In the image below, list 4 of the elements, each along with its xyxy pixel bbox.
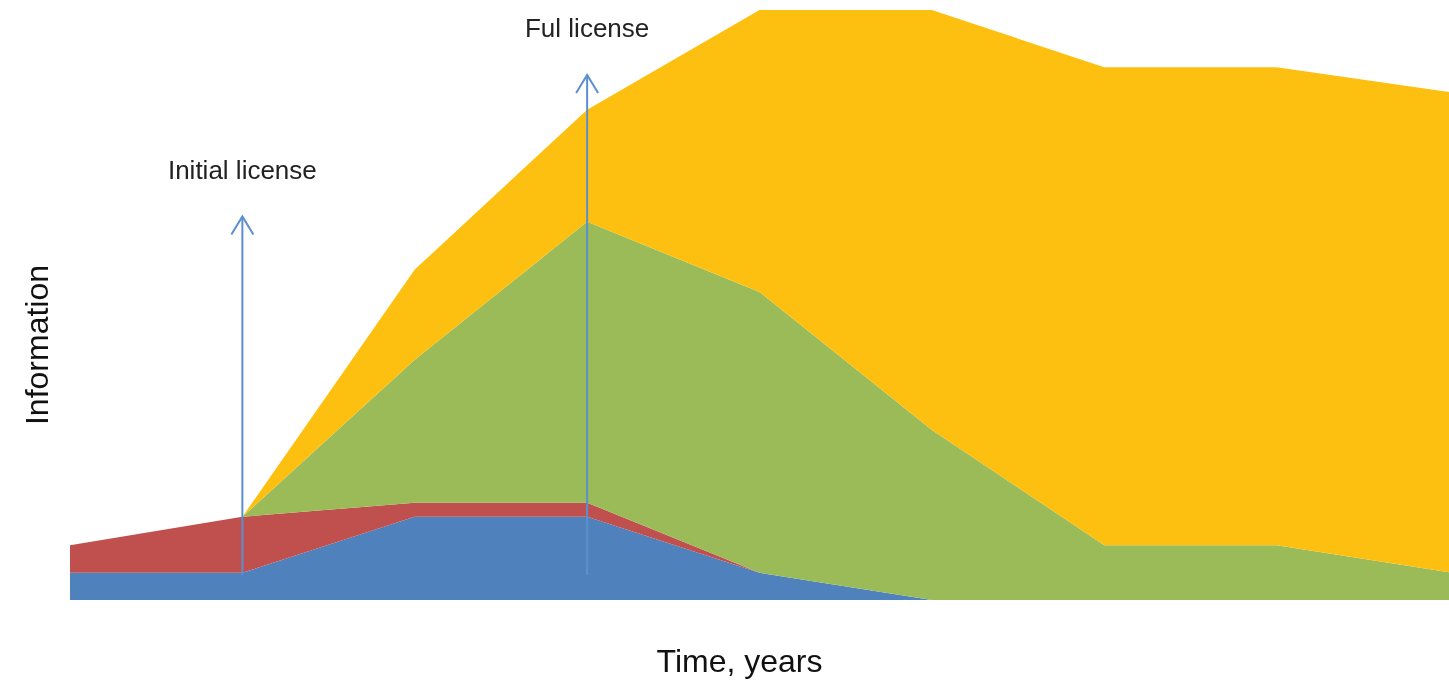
x-axis-title: Time, years [656,643,823,679]
y-axis-title: Information [19,264,55,426]
annotation: Ful license [524,12,650,43]
annotation: Initial license [167,154,317,185]
